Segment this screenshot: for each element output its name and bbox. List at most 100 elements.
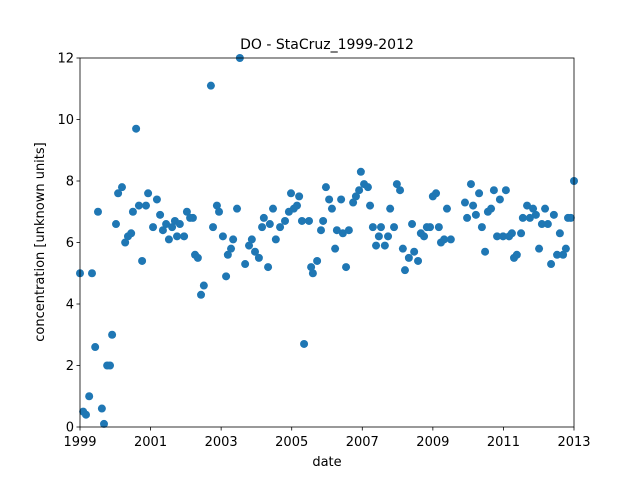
point (308, 269, 317, 278)
point (269, 204, 278, 213)
point (566, 213, 575, 222)
point (175, 220, 184, 229)
point (420, 232, 429, 241)
point (499, 232, 508, 241)
point (180, 232, 189, 241)
point (229, 235, 238, 244)
point (152, 195, 161, 204)
point (372, 241, 381, 250)
point (535, 244, 544, 253)
point (295, 192, 304, 201)
y-tick-label: 12 (57, 52, 74, 67)
point (265, 220, 274, 229)
y-tick-label: 2 (66, 359, 74, 374)
point (342, 263, 351, 272)
y-tick-label: 10 (57, 113, 74, 128)
point (549, 210, 558, 219)
point (356, 167, 365, 176)
point (164, 235, 173, 244)
point (319, 216, 328, 225)
point (501, 186, 510, 195)
y-tick-label: 6 (66, 236, 74, 251)
point (390, 223, 399, 232)
point (271, 235, 280, 244)
point (507, 229, 516, 238)
point (541, 204, 550, 213)
point (218, 232, 227, 241)
point (559, 250, 568, 259)
point (426, 223, 435, 232)
point (414, 256, 423, 265)
x-tick-label: 2013 (557, 435, 590, 450)
point (245, 241, 254, 250)
point (215, 207, 224, 216)
point (182, 207, 191, 216)
point (321, 183, 330, 192)
point (81, 410, 90, 419)
point (432, 189, 441, 198)
point (156, 210, 165, 219)
point (247, 235, 256, 244)
point (523, 201, 532, 210)
point (366, 201, 375, 210)
point (376, 223, 385, 232)
point (555, 229, 564, 238)
point (287, 189, 296, 198)
point (349, 198, 358, 207)
y-axis-label: concentration [unknown units] (33, 142, 48, 341)
point (251, 247, 260, 256)
point (481, 247, 490, 256)
point (487, 204, 496, 213)
point (525, 213, 534, 222)
point (254, 253, 263, 262)
y-tick-label: 4 (66, 298, 74, 313)
point (404, 253, 413, 262)
point (222, 272, 231, 281)
point (518, 213, 527, 222)
chart-title: DO - StaCruz_1999-2012 (240, 37, 414, 53)
x-tick-label: 2003 (205, 435, 238, 450)
point (138, 256, 147, 265)
point (168, 223, 177, 232)
point (477, 223, 486, 232)
point (144, 189, 153, 198)
point (331, 244, 340, 253)
point (543, 220, 552, 229)
point (134, 201, 143, 210)
x-tick-label: 2001 (134, 435, 167, 450)
point (351, 192, 360, 201)
point (338, 229, 347, 238)
point (258, 223, 267, 232)
point (434, 223, 443, 232)
point (199, 281, 208, 290)
point (114, 189, 123, 198)
point (400, 266, 409, 275)
point (440, 235, 449, 244)
x-tick-label: 2007 (346, 435, 379, 450)
point (325, 195, 334, 204)
point (475, 189, 484, 198)
point (293, 201, 302, 210)
point (85, 392, 94, 401)
point (553, 250, 562, 259)
point (193, 253, 202, 262)
point (386, 204, 395, 213)
point (408, 220, 417, 229)
point (281, 216, 290, 225)
point (158, 226, 167, 235)
point (117, 183, 126, 192)
y-tick-label: 0 (66, 421, 74, 436)
point (380, 241, 389, 250)
point (93, 207, 102, 216)
point (197, 290, 206, 299)
point (141, 201, 150, 210)
point (206, 81, 215, 90)
point (561, 244, 570, 253)
point (537, 220, 546, 229)
x-tick-label: 2005 (275, 435, 308, 450)
point (300, 339, 309, 348)
point (368, 223, 377, 232)
point (495, 195, 504, 204)
point (188, 213, 197, 222)
